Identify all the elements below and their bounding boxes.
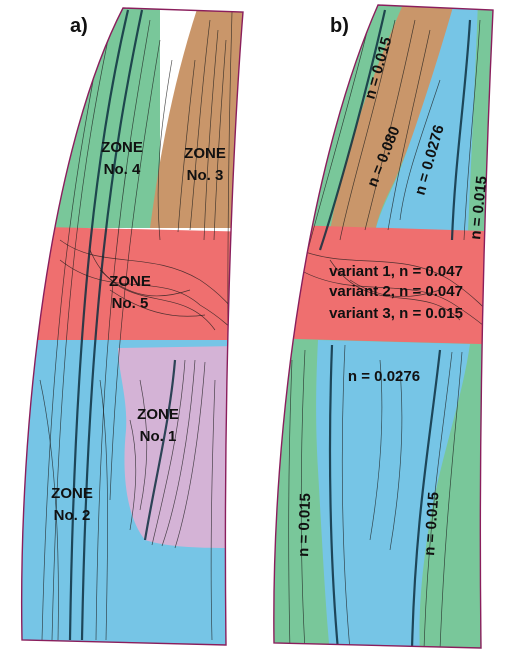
panel-a-contours (39, 9, 244, 641)
n-label-bottom-left: n = 0.015 (295, 493, 314, 557)
zone-3-label-line2: No. 3 (187, 167, 224, 184)
panel-a: a) (20, 7, 244, 646)
panel-b: b) (273, 4, 494, 649)
zone-4-label-line2: No. 4 (104, 161, 141, 178)
zone-3-region (150, 8, 244, 228)
zone-4-label-line1: ZONE (101, 139, 143, 156)
zone-1-label-line2: No. 1 (140, 428, 177, 445)
zone-5-label-line2: No. 5 (112, 295, 149, 312)
variant-3-label: variant 3, n = 0.015 (329, 305, 463, 322)
n-label-top-right: n = 0.015 (467, 175, 491, 240)
panel-b-red-band (273, 224, 493, 345)
n-label-bottom-right: n = 0.015 (421, 491, 442, 556)
panel-a-outline (20, 7, 244, 646)
panel-a-label: a) (70, 15, 88, 37)
panel-b-label: b) (330, 15, 349, 37)
zone-3-label-line1: ZONE (184, 145, 226, 162)
zone-2-label-line2: No. 2 (54, 507, 91, 524)
variant-2-label: variant 2, n = 0.047 (329, 283, 463, 300)
variant-1-label: variant 1, n = 0.047 (329, 263, 463, 280)
n-label-blue-bottom: n = 0.0276 (348, 368, 420, 385)
panel-b-outline (273, 4, 494, 649)
panel-b-blue-upper (375, 5, 478, 232)
zone-5-label-line1: ZONE (109, 273, 151, 290)
zone-1-label-line1: ZONE (137, 406, 179, 423)
zone-1-region (118, 346, 240, 548)
zone-2-label-line1: ZONE (51, 485, 93, 502)
panel-b-contours (288, 9, 493, 648)
